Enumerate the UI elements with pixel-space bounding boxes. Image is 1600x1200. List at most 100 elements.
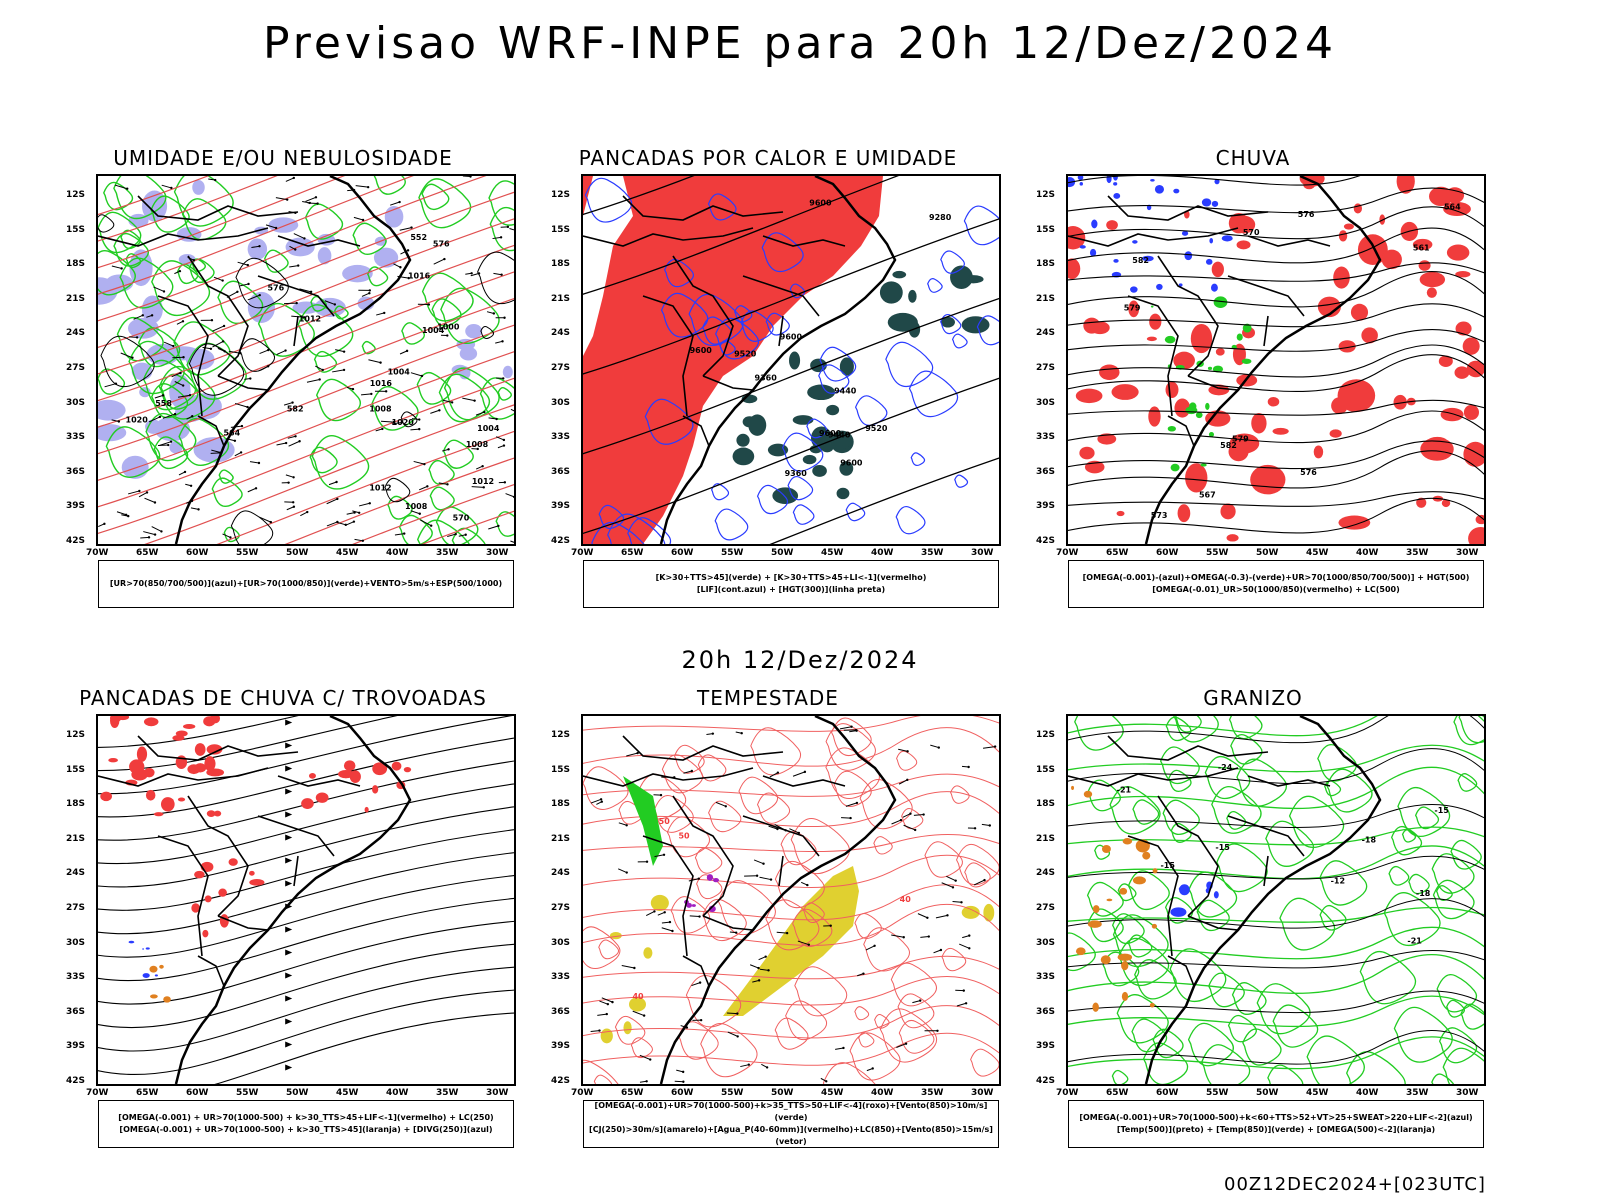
lifted-index-line <box>789 283 806 299</box>
wind-vector-head <box>182 356 185 359</box>
wind-vector-head <box>318 378 321 381</box>
moist-area-ocean-cell <box>879 281 903 304</box>
temp500-line <box>1068 716 1484 744</box>
hgt500-line <box>1068 399 1484 416</box>
thunder-area-east-cell <box>301 798 314 809</box>
streamlines <box>98 716 514 1084</box>
contour-labels: 9600 9600 9600 9600 9520 9440 9360 9280 9520 9440… <box>690 198 952 477</box>
wind-vector <box>306 378 320 383</box>
omega500-cell <box>1071 785 1075 790</box>
lifted-index-line <box>761 232 804 273</box>
wind-vector-head <box>302 316 306 319</box>
humidity-lower-line <box>263 249 289 273</box>
state-border <box>277 775 361 787</box>
lon-tick-label: 30W <box>486 1088 509 1098</box>
precipitable-water-line <box>756 792 791 824</box>
lifted-index-line <box>598 504 625 530</box>
wind-vector <box>618 822 627 826</box>
omega-blue-cell <box>1221 235 1233 242</box>
precipitable-water-line <box>738 776 779 815</box>
wind-vector-head <box>988 824 992 827</box>
wind-vector <box>930 744 939 749</box>
precipitable-water-line <box>859 779 913 830</box>
wind-vector <box>410 428 420 431</box>
wind-vector <box>143 531 156 536</box>
wind-vector-head <box>506 225 510 229</box>
lc850-line <box>583 716 999 732</box>
wind-vector-head <box>968 934 971 937</box>
hgt500-line <box>1068 450 1484 489</box>
state-border <box>742 815 820 857</box>
lon-tick-label: 50W <box>1256 548 1279 558</box>
humidity-upper-ocean-cell <box>502 365 513 379</box>
wind-vector <box>769 772 779 778</box>
humidity-lower-line <box>497 387 512 401</box>
temp850-wave-line <box>1068 716 1484 737</box>
wind-vector-head <box>114 382 118 385</box>
state-border <box>197 415 225 447</box>
omega500-cell <box>1100 955 1111 965</box>
precipitable-water-line <box>700 1022 758 1078</box>
wind-vector <box>792 771 806 777</box>
lon-tick-label: 50W <box>286 548 309 558</box>
lat-tick-label: 12S <box>1036 730 1056 740</box>
lon-tick-label: 60W <box>186 1088 209 1098</box>
rain-area-cell <box>1272 427 1289 435</box>
jet-stream-spots-cell <box>643 947 653 959</box>
wind-vector <box>144 497 156 503</box>
lifted-index-line <box>756 484 789 515</box>
stable-gap <box>583 176 633 356</box>
lifted-index-line <box>910 452 926 467</box>
lon-tick-label: 70W <box>86 548 109 558</box>
wind-vector <box>225 438 235 442</box>
wind-vector <box>891 819 902 825</box>
wind-vector-head <box>481 464 484 468</box>
thunder-area-cell <box>177 797 186 802</box>
map-area: -15 -15 -15 -21 -18 -12 -24 -21 -18 <box>1066 714 1486 1086</box>
thickness-line <box>98 351 514 508</box>
omega500-cell <box>1152 868 1158 874</box>
wind-vector-head <box>973 827 977 830</box>
omega-green-cell <box>1236 333 1243 341</box>
precipitable-water-line <box>708 800 742 833</box>
rain-area-cell <box>1229 433 1260 454</box>
state-border <box>682 415 710 447</box>
omega-green-cell <box>1212 365 1224 373</box>
lat-tick-label: 33S <box>66 972 86 983</box>
lat-tick-label: 24S <box>66 328 86 339</box>
omega-green-cell <box>1164 335 1176 344</box>
wind-vector-head <box>600 800 604 803</box>
lat-tick-label: 33S <box>1036 432 1056 443</box>
wind-vector <box>148 416 161 423</box>
thunder-area-cell <box>194 763 207 773</box>
lat-tick-label: 39S <box>1036 501 1056 512</box>
omega500-cell <box>1119 887 1128 895</box>
rain-area-cell <box>1313 445 1324 459</box>
pressure-line <box>230 510 274 544</box>
precipitable-water-line <box>874 1014 890 1029</box>
convection-orange-cell <box>149 965 158 973</box>
legend-box: [OMEGA(-0.001)-(azul)+OMEGA(-0.3)-(verde… <box>1068 560 1484 608</box>
wind-vector <box>284 302 297 305</box>
geopotential-line <box>583 176 899 295</box>
wind-vector-head <box>776 827 779 831</box>
moist-area-cell <box>839 439 850 449</box>
wind-vector-head <box>379 361 382 364</box>
lc850-line <box>583 955 999 980</box>
wind-vector-head <box>849 816 852 820</box>
wind-vector-head <box>254 487 258 490</box>
lat-tick-label: 24S <box>66 868 86 879</box>
temp850-line <box>1164 896 1194 924</box>
omega-blue-cell <box>1089 248 1097 257</box>
state-border <box>1167 415 1195 447</box>
legend-box: [OMEGA(-0.001)+UR>70(1000-500)+k<60+TTS>… <box>1068 1100 1484 1148</box>
thunder-area-east-cell <box>372 785 379 794</box>
humidity-lower-line <box>128 340 185 395</box>
state-border <box>1187 915 1239 931</box>
jet-stream-spots-cell <box>600 1028 613 1044</box>
hail-area-cell <box>1179 884 1190 896</box>
thunder-area-cell <box>110 716 122 723</box>
humidity-lower-line <box>488 180 514 226</box>
precipitable-water-line <box>970 1048 999 1077</box>
temp850-line <box>1432 879 1475 920</box>
